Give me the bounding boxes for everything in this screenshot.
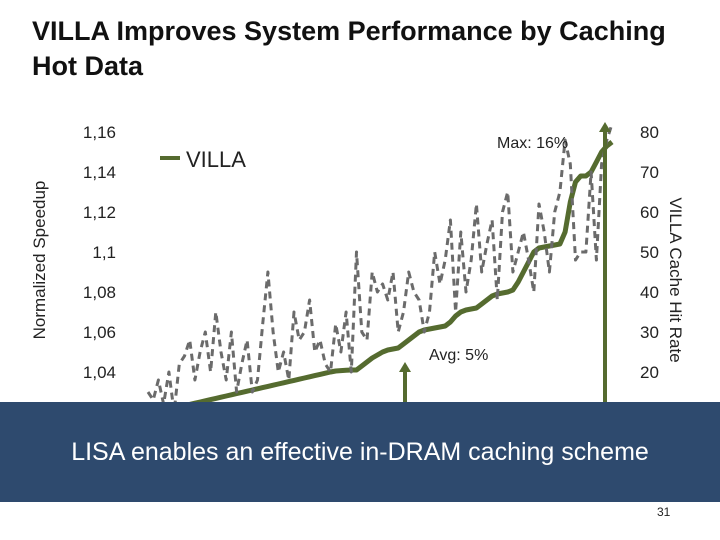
right-axis-ticks: 20 30 40 50 60 70 80: [640, 123, 659, 382]
y2-tick-label: 20: [640, 363, 659, 382]
takeaway-banner: LISA enables an effective in-DRAM cachin…: [0, 402, 720, 502]
y2-tick-label: 40: [640, 283, 659, 302]
legend-label-villa: VILLA: [186, 147, 246, 172]
annotation-max: Max: 16%: [497, 135, 568, 152]
annotations: Max: 16% Avg: 5%: [429, 135, 568, 364]
slide-title: VILLA Improves System Performance by Cac…: [32, 16, 666, 81]
y-tick-label: 1,1: [92, 243, 116, 262]
line-chart: 1,04 1,06 1,08 1,1 1,12 1,14 1,16 20 30 40 50 60 70…: [30, 122, 685, 402]
max-arrow: [599, 122, 611, 402]
y-tick-label: 1,06: [83, 323, 116, 342]
series-line-villa: [188, 140, 614, 402]
avg-arrow: [399, 362, 411, 402]
y2-tick-label: 80: [640, 123, 659, 142]
series-line-hit-rate: [146, 123, 614, 402]
y2-tick-label: 30: [640, 323, 659, 342]
y-tick-label: 1,16: [83, 123, 116, 142]
y-axis-label: Normalized Speedup: [30, 181, 49, 340]
legend: VILLA: [160, 147, 246, 172]
series-layer: [146, 122, 614, 402]
annotation-avg: Avg: 5%: [429, 347, 488, 364]
y-tick-label: 1,14: [83, 163, 116, 182]
y-tick-label: 1,08: [83, 283, 116, 302]
y-tick-label: 1,12: [83, 203, 116, 222]
y2-tick-label: 50: [640, 243, 659, 262]
y2-tick-label: 60: [640, 203, 659, 222]
y-tick-label: 1,04: [83, 363, 116, 382]
y2-tick-label: 70: [640, 163, 659, 182]
y2-axis-label: VILLA Cache Hit Rate: [666, 197, 685, 362]
left-axis-ticks: 1,04 1,06 1,08 1,1 1,12 1,14 1,16: [83, 123, 116, 382]
page-number: 31: [657, 505, 671, 519]
